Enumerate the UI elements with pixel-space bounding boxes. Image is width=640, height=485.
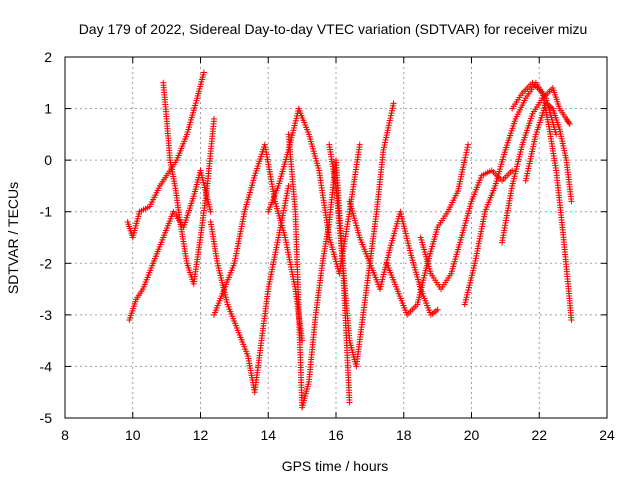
series-trace-5 [211,141,306,344]
data-point [565,119,572,126]
data-point [390,100,397,107]
data-point [465,141,472,148]
grid [65,57,607,418]
series-trace-14 [509,79,575,324]
series-trace-8 [326,100,397,370]
data-point [568,198,575,205]
x-tick-label: 16 [328,427,344,443]
data-points [124,69,575,411]
series-trace-3 [160,79,218,287]
data-point [463,146,470,153]
data-point [509,167,516,174]
x-tick-label: 18 [396,427,412,443]
series-trace-10 [383,141,472,318]
x-tick-label: 12 [193,427,209,443]
y-tick-label: -1 [40,204,53,220]
data-point [462,151,469,158]
data-point [566,121,573,128]
x-tick-label: 24 [599,427,615,443]
x-tick-label: 22 [531,427,547,443]
x-tick-label: 10 [125,427,141,443]
y-tick-label: 0 [44,152,52,168]
y-tick-label: -4 [40,358,53,374]
data-point [285,182,292,189]
series-trace-9 [346,198,441,318]
data-point [463,149,470,156]
data-point [200,69,207,76]
y-tick-label: 2 [44,49,52,65]
y-tick-label: -5 [40,410,53,426]
chart-title: Day 179 of 2022, Sidereal Day-to-day VTE… [79,21,588,37]
data-point [461,157,468,164]
x-tick-label: 20 [464,427,480,443]
data-point [462,154,469,161]
data-point [207,208,214,215]
series-trace-1 [124,69,207,241]
series-trace-13 [498,84,573,246]
data-point [434,306,441,313]
y-tick-label: 1 [44,101,52,117]
x-axis-label: GPS time / hours [282,458,389,474]
y-axis-label: SDTVAR / TECUs [5,182,21,294]
series-trace-2 [126,167,214,324]
y-tick-label: -2 [40,255,53,271]
y-tick-label: -3 [40,307,53,323]
data-point [356,141,363,148]
data-point [464,144,471,151]
data-point [568,317,575,324]
data-point [346,399,353,406]
series-trace-15 [522,100,575,205]
data-point [211,115,218,122]
x-tick-label: 14 [260,427,276,443]
x-tick-label: 8 [61,427,69,443]
series-trace-11 [417,167,516,293]
